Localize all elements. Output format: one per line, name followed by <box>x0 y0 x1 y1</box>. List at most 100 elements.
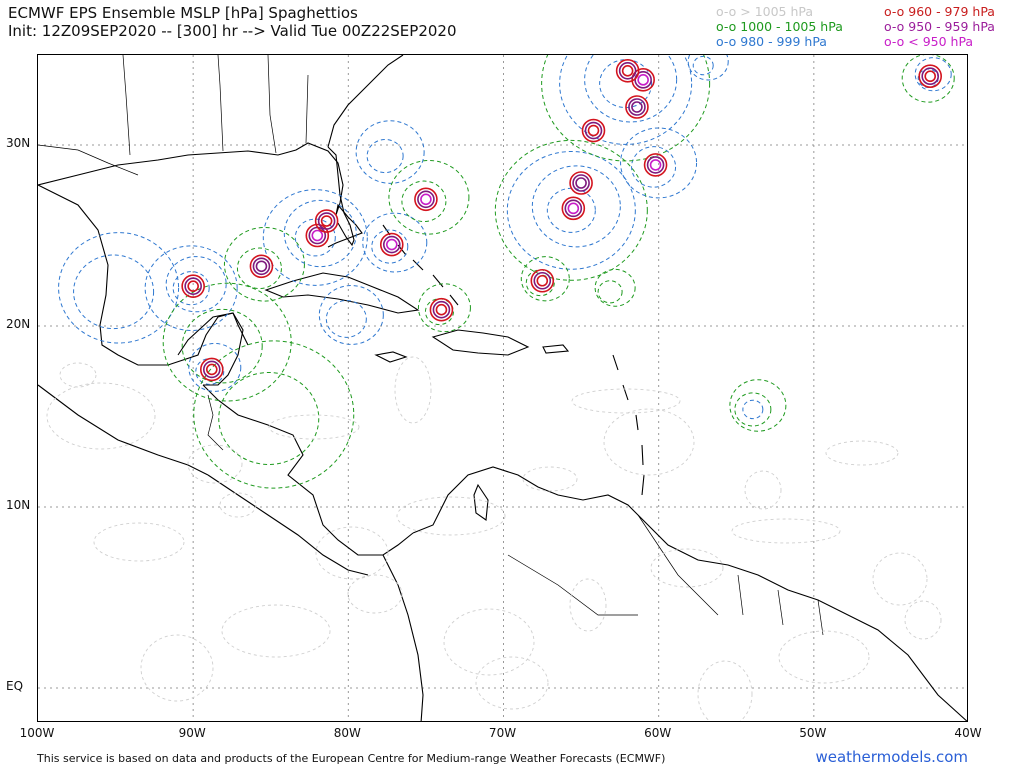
pressure-contour <box>355 120 425 184</box>
low-center <box>643 153 668 177</box>
pressure-contour <box>417 283 471 333</box>
low-center <box>581 118 606 143</box>
background-contour <box>46 382 156 450</box>
pressure-contour <box>494 139 648 281</box>
pressure-contour <box>424 298 454 326</box>
pressure-contour <box>594 268 636 307</box>
low-ring-outer <box>918 64 943 89</box>
pressure-contour <box>162 282 292 402</box>
low-center <box>561 196 586 221</box>
low-center <box>314 209 339 233</box>
low-center <box>530 268 555 293</box>
low-ring-inner <box>631 101 643 113</box>
background-contour <box>93 522 185 562</box>
low-ring-inner <box>205 363 218 376</box>
pressure-contour <box>73 254 155 330</box>
low-ring-inner <box>385 238 398 251</box>
low-ring-mid <box>382 235 401 254</box>
low-ring-mid <box>184 277 202 295</box>
pressure-contour <box>283 199 357 268</box>
pressure-contour <box>181 308 263 384</box>
brand-link[interactable]: weathermodels.com <box>815 748 968 766</box>
pressure-contour <box>172 271 210 306</box>
low-ring-outer <box>199 357 224 382</box>
pressure-contour <box>388 160 470 235</box>
low-ring-outer <box>314 209 339 233</box>
pressure-contour <box>597 280 623 304</box>
background-contour <box>59 362 97 388</box>
legend-entry-gt1005: o-o > 1005 hPa <box>716 4 814 19</box>
pressure-contour <box>193 340 355 489</box>
low-ring-mid <box>921 67 940 86</box>
pressure-contour <box>687 55 729 81</box>
background-contour <box>396 496 506 536</box>
guatemala-border <box>207 394 224 451</box>
pressure-contour <box>236 247 282 290</box>
pressure-contour <box>144 245 238 331</box>
jamaica <box>374 351 408 363</box>
pressure-contour <box>262 189 368 286</box>
low-ring-outer <box>569 171 593 195</box>
low-ring-outer <box>305 223 330 248</box>
low-ring-inner <box>255 260 268 273</box>
low-center <box>615 58 640 83</box>
lon-label: 70W <box>488 726 517 740</box>
hispaniola <box>431 329 530 356</box>
mexico-pacific-coast <box>38 384 209 476</box>
pressure-contour <box>506 150 636 270</box>
lat-label: EQ <box>6 679 24 693</box>
pressure-contour <box>520 256 570 302</box>
low-ring-inner <box>587 124 600 137</box>
pressure-contour <box>165 256 227 313</box>
pressure-contour <box>294 218 336 257</box>
pressure-contour <box>318 285 384 345</box>
low-ring-inner <box>187 280 199 292</box>
low-center <box>918 64 943 89</box>
low-ring-mid <box>533 271 552 290</box>
background-contour <box>650 548 724 588</box>
background-contour <box>825 440 899 466</box>
lon-label: 40W <box>954 726 982 740</box>
low-ring-inner <box>536 274 549 287</box>
chart-title: ECMWF EPS Ensemble MSLP [hPa] Spaghettio… <box>8 4 358 22</box>
us-state-borders <box>122 55 309 156</box>
background-contour <box>394 356 432 424</box>
pressure-contour <box>631 146 677 188</box>
lake-maracaibo <box>473 483 489 521</box>
background-contour <box>315 526 389 580</box>
background-contour <box>731 518 841 544</box>
pressure-contour <box>223 226 305 302</box>
lat-label: 10N <box>6 498 31 512</box>
low-ring-inner <box>420 193 432 206</box>
background-contour <box>744 470 782 510</box>
low-center <box>429 297 454 322</box>
legend-entry-1000-1005: o-o 1000 - 1005 hPa <box>716 19 843 34</box>
low-ring-outer <box>429 297 454 322</box>
background-contour <box>571 388 681 414</box>
map-frame <box>37 54 968 722</box>
background-contour <box>778 630 870 684</box>
pressure-contour <box>58 232 180 344</box>
pressure-contour <box>325 300 367 338</box>
low-ring-inner <box>320 215 333 227</box>
low-centers <box>181 58 943 382</box>
pressure-contour <box>371 229 409 264</box>
low-ring-outer <box>249 254 274 279</box>
background-contour <box>443 608 535 676</box>
pressure-contour <box>546 187 596 233</box>
coastlines <box>38 55 967 721</box>
pressure-contour <box>531 165 621 248</box>
low-center <box>249 254 274 279</box>
legend-col-1: o-o > 1005 hPa o-o 1000 - 1005 hPa o-o 9… <box>716 4 843 49</box>
pressure-contour <box>188 343 242 392</box>
low-ring-outer <box>615 58 640 83</box>
central-america-pacific <box>207 474 369 576</box>
map-canvas <box>38 55 967 721</box>
background-contour <box>347 574 403 614</box>
lon-label: 50W <box>799 726 827 740</box>
legend-entry-950-959: o-o 950 - 959 hPa <box>884 19 995 34</box>
pressure-contour <box>362 212 428 273</box>
legend-entry-980-999: o-o 980 - 999 hPa <box>716 34 827 49</box>
lon-label: 60W <box>644 726 672 740</box>
us-mexico-border <box>38 144 139 176</box>
